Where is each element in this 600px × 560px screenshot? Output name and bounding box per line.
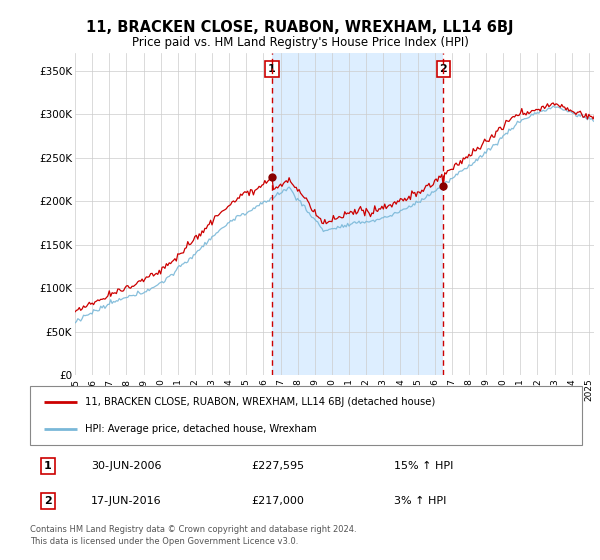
Text: 1: 1: [44, 461, 52, 471]
Text: Price paid vs. HM Land Registry's House Price Index (HPI): Price paid vs. HM Land Registry's House …: [131, 36, 469, 49]
Text: 1: 1: [268, 64, 276, 74]
Text: £227,595: £227,595: [251, 461, 304, 471]
Text: HPI: Average price, detached house, Wrexham: HPI: Average price, detached house, Wrex…: [85, 424, 317, 435]
Text: 3% ↑ HPI: 3% ↑ HPI: [394, 496, 446, 506]
Text: 11, BRACKEN CLOSE, RUABON, WREXHAM, LL14 6BJ: 11, BRACKEN CLOSE, RUABON, WREXHAM, LL14…: [86, 20, 514, 35]
Text: 11, BRACKEN CLOSE, RUABON, WREXHAM, LL14 6BJ (detached house): 11, BRACKEN CLOSE, RUABON, WREXHAM, LL14…: [85, 397, 436, 407]
Bar: [272, 53, 443, 375]
Text: Contains HM Land Registry data © Crown copyright and database right 2024.
This d: Contains HM Land Registry data © Crown c…: [30, 525, 356, 546]
Text: 30-JUN-2006: 30-JUN-2006: [91, 461, 161, 471]
Text: 2: 2: [44, 496, 52, 506]
Text: 15% ↑ HPI: 15% ↑ HPI: [394, 461, 454, 471]
Text: 2: 2: [439, 64, 447, 74]
Text: 17-JUN-2016: 17-JUN-2016: [91, 496, 161, 506]
FancyBboxPatch shape: [30, 386, 582, 445]
Text: £217,000: £217,000: [251, 496, 304, 506]
